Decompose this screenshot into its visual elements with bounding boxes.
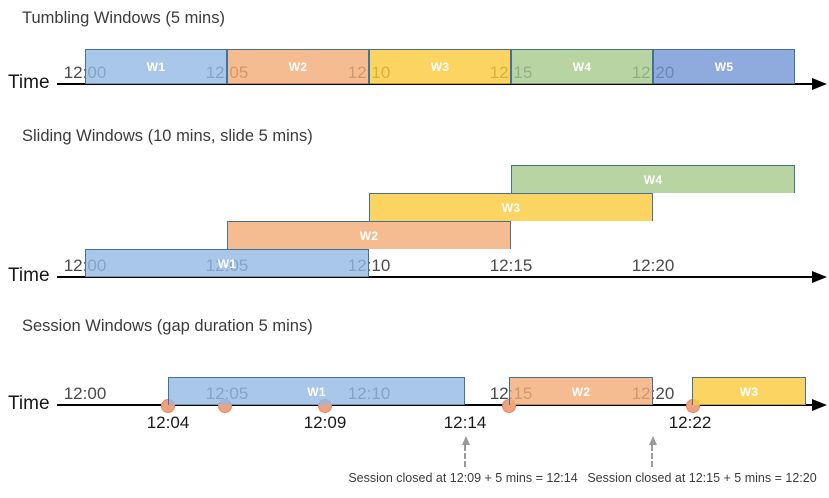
time-axis-line	[57, 404, 812, 406]
annotation-text: Session closed at 12:09 + 5 mins = 12:14	[348, 471, 578, 485]
window-label: W1	[217, 256, 237, 271]
window-w2: W2	[509, 377, 653, 405]
tick-label: 12:00	[63, 384, 107, 403]
window-w3: W3	[369, 193, 653, 221]
sliding-title: Sliding Windows (10 mins, slide 5 mins)	[22, 127, 313, 145]
window-w3: W3	[692, 377, 806, 405]
sliding-time-axis-label: Time	[8, 265, 50, 286]
window-w1: W1	[168, 377, 465, 405]
window-w2: W2	[227, 49, 369, 84]
window-label: W1	[307, 384, 326, 399]
window-label: W4	[572, 60, 592, 74]
tick-label: 12:20	[631, 256, 675, 275]
window-label: W5	[714, 60, 734, 74]
window-label: W2	[288, 60, 308, 74]
window-w4: W4	[511, 49, 653, 84]
window-label: W3	[501, 200, 521, 215]
tick-label: 12:15	[489, 256, 533, 275]
window-label: W2	[571, 384, 591, 399]
window-label: W3	[739, 384, 759, 399]
time-axis-line	[57, 276, 812, 278]
time-axis-line	[57, 83, 812, 85]
annotation-text: Session closed at 12:15 + 5 mins = 12:20	[587, 471, 817, 485]
window-w1: W1	[85, 49, 227, 84]
window-label: W3	[430, 60, 450, 74]
time-axis-arrowhead	[812, 271, 827, 283]
window-w1: W1	[85, 249, 369, 277]
window-label: W2	[359, 228, 379, 243]
window-label: W4	[643, 172, 663, 187]
session-title: Session Windows (gap duration 5 mins)	[22, 317, 313, 335]
window-w2: W2	[227, 221, 511, 249]
event-time-label: 12:22	[668, 413, 712, 432]
time-axis-arrowhead	[812, 78, 827, 90]
window-w4: W4	[511, 165, 795, 193]
window-w3: W3	[369, 49, 511, 84]
session-time-axis-label: Time	[8, 393, 50, 414]
annotation-arrow	[462, 436, 470, 467]
tumbling-time-axis-label: Time	[8, 72, 50, 93]
event-time-label: 12:14	[443, 413, 487, 432]
annotation-arrow	[649, 436, 657, 467]
window-label: W1	[146, 60, 166, 74]
time-axis-arrowhead	[812, 399, 827, 411]
event-time-label: 12:04	[146, 413, 190, 432]
event-time-label: 12:09	[303, 413, 347, 432]
tumbling-title: Tumbling Windows (5 mins)	[22, 9, 225, 27]
window-w5: W5	[653, 49, 795, 84]
